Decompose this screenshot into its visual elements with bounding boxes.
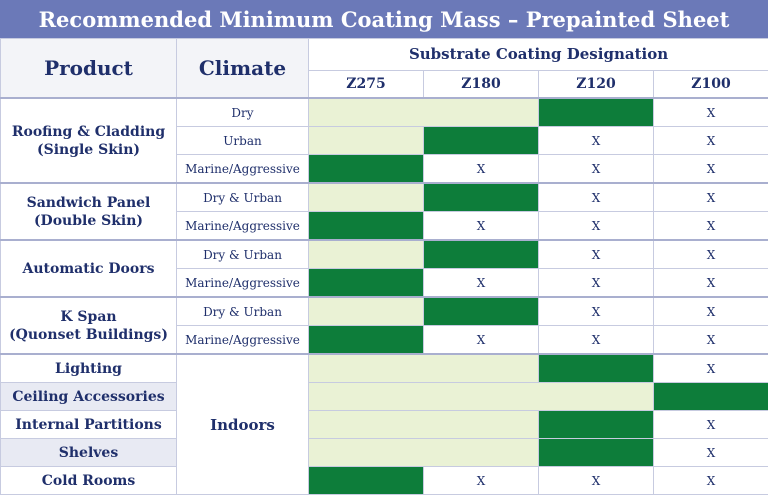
coating-cell-dark <box>309 467 424 495</box>
table-row: Ceiling Accessories <box>1 383 768 411</box>
climate-cell: Dry <box>177 98 309 127</box>
coating-cell-x: X <box>654 297 768 326</box>
coating-cell-dark <box>654 383 768 411</box>
product-k-span: K Span(Quonset Buildings) <box>1 297 177 354</box>
coating-cell-x: X <box>539 240 654 269</box>
designation-z180: Z180 <box>424 70 539 98</box>
product-internal-partitions: Internal Partitions <box>1 411 177 439</box>
coating-cell-light <box>309 411 539 439</box>
coating-cell-x: X <box>424 467 539 495</box>
designation-z120: Z120 <box>539 70 654 98</box>
designation-z100: Z100 <box>654 70 768 98</box>
coating-cell-dark <box>539 98 654 127</box>
coating-cell-light <box>309 240 424 269</box>
coating-cell-light <box>309 297 424 326</box>
climate-cell: Marine/Aggressive <box>177 155 309 184</box>
coating-cell-x: X <box>654 439 768 467</box>
coating-cell-light <box>309 98 539 127</box>
climate-cell: Dry & Urban <box>177 297 309 326</box>
coating-cell-dark <box>309 326 424 355</box>
coating-cell-x: X <box>654 354 768 383</box>
table-row: Lighting Indoors X <box>1 354 768 383</box>
coating-cell-x: X <box>654 127 768 155</box>
climate-cell: Marine/Aggressive <box>177 326 309 355</box>
coating-cell-x: X <box>654 240 768 269</box>
table-row: Shelves X <box>1 439 768 467</box>
coating-cell-dark <box>424 297 539 326</box>
coating-cell-x: X <box>654 212 768 241</box>
product-cold-rooms: Cold Rooms <box>1 467 177 495</box>
coating-cell-x: X <box>654 269 768 298</box>
table-row: Internal Partitions X <box>1 411 768 439</box>
coating-cell-x: X <box>539 269 654 298</box>
coating-cell-x: X <box>424 155 539 184</box>
coating-cell-x: X <box>539 183 654 212</box>
coating-cell-light <box>309 383 654 411</box>
table-row: K Span(Quonset Buildings) Dry & Urban X … <box>1 297 768 326</box>
product-roofing-cladding: Roofing & Cladding(Single Skin) <box>1 98 177 183</box>
coating-cell-x: X <box>654 411 768 439</box>
product-automatic-doors: Automatic Doors <box>1 240 177 297</box>
coating-cell-x: X <box>539 127 654 155</box>
coating-table: Product Climate Substrate Coating Design… <box>0 38 768 495</box>
climate-header: Climate <box>177 39 309 99</box>
coating-cell-x: X <box>424 212 539 241</box>
designation-z275: Z275 <box>309 70 424 98</box>
coating-cell-dark <box>539 411 654 439</box>
product-sandwich-panel: Sandwich Panel(Double Skin) <box>1 183 177 240</box>
coating-cell-dark <box>424 127 539 155</box>
coating-cell-x: X <box>539 297 654 326</box>
coating-cell-x: X <box>424 326 539 355</box>
coating-cell-light <box>309 354 539 383</box>
table-row: Roofing & Cladding(Single Skin) Dry X <box>1 98 768 127</box>
coating-cell-dark <box>424 240 539 269</box>
coating-cell-dark <box>309 212 424 241</box>
product-ceiling-accessories: Ceiling Accessories <box>1 383 177 411</box>
climate-cell-indoors: Indoors <box>177 354 309 495</box>
coating-cell-x: X <box>539 212 654 241</box>
coating-cell-dark <box>424 183 539 212</box>
climate-cell: Marine/Aggressive <box>177 269 309 298</box>
product-shelves: Shelves <box>1 439 177 467</box>
coating-cell-x: X <box>539 155 654 184</box>
table-row: Automatic Doors Dry & Urban X X <box>1 240 768 269</box>
coating-cell-x: X <box>654 98 768 127</box>
coating-cell-x: X <box>654 326 768 355</box>
coating-cell-dark <box>309 269 424 298</box>
table-row: Cold Rooms X X X <box>1 467 768 495</box>
coating-cell-x: X <box>539 326 654 355</box>
coating-cell-dark <box>539 439 654 467</box>
coating-cell-dark <box>539 354 654 383</box>
coating-cell-x: X <box>654 183 768 212</box>
climate-cell: Dry & Urban <box>177 240 309 269</box>
climate-cell: Marine/Aggressive <box>177 212 309 241</box>
table-row: Sandwich Panel(Double Skin) Dry & Urban … <box>1 183 768 212</box>
product-lighting: Lighting <box>1 354 177 383</box>
coating-cell-x: X <box>654 155 768 184</box>
coating-cell-x: X <box>654 467 768 495</box>
coating-cell-x: X <box>539 467 654 495</box>
climate-cell: Urban <box>177 127 309 155</box>
coating-cell-light <box>309 183 424 212</box>
coating-cell-light <box>309 127 424 155</box>
coating-cell-dark <box>309 155 424 184</box>
coating-cell-light <box>309 439 539 467</box>
substrate-header: Substrate Coating Designation <box>309 39 768 71</box>
climate-cell: Dry & Urban <box>177 183 309 212</box>
product-header: Product <box>1 39 177 99</box>
table-title: Recommended Minimum Coating Mass – Prepa… <box>0 0 768 38</box>
coating-cell-x: X <box>424 269 539 298</box>
